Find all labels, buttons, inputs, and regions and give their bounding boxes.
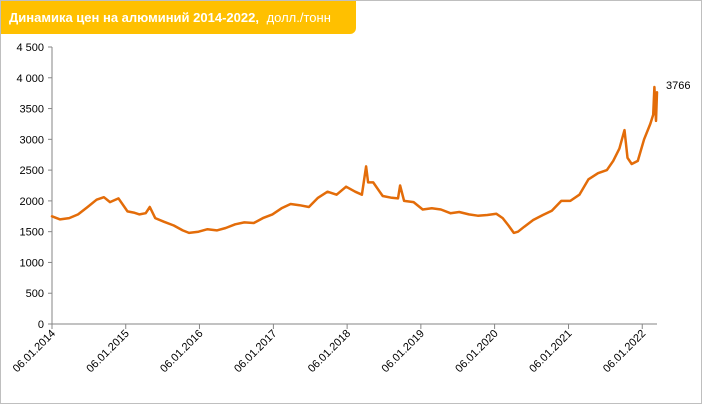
y-tick-label: 4 000 bbox=[16, 73, 44, 85]
x-tick-label: 06.01.2018 bbox=[306, 328, 353, 375]
chart-unit: долл./тонн bbox=[266, 10, 331, 25]
y-tick-label: 1500 bbox=[20, 227, 44, 239]
x-tick-label: 06.01.2021 bbox=[527, 328, 574, 375]
y-tick-label: 1000 bbox=[20, 257, 44, 269]
x-tick-label: 06.01.2019 bbox=[380, 328, 427, 375]
x-tick-label: 06.01.2022 bbox=[601, 328, 648, 375]
x-tick-label: 06.01.2016 bbox=[158, 328, 205, 375]
x-tick-label: 06.01.2015 bbox=[84, 328, 131, 375]
last-value-label: 3766 bbox=[666, 80, 690, 92]
y-tick-label: 0 bbox=[38, 319, 44, 331]
chart-title-badge: Динамика цен на алюминий 2014-2022, долл… bbox=[1, 1, 356, 34]
price-line bbox=[50, 85, 659, 235]
y-tick-label: 2500 bbox=[20, 165, 44, 177]
x-tick-label: 06.01.2020 bbox=[453, 328, 500, 375]
y-tick-label: 3000 bbox=[20, 134, 44, 146]
x-tick-label: 06.01.2017 bbox=[232, 328, 279, 375]
chart-title: Динамика цен на алюминий 2014-2022, bbox=[9, 10, 259, 25]
y-tick-label: 500 bbox=[26, 288, 44, 300]
y-tick-label: 2000 bbox=[20, 196, 44, 208]
y-tick-label: 3500 bbox=[20, 104, 44, 116]
y-tick-label: 4 500 bbox=[16, 42, 44, 54]
x-tick-label: 06.01.2014 bbox=[11, 328, 58, 375]
